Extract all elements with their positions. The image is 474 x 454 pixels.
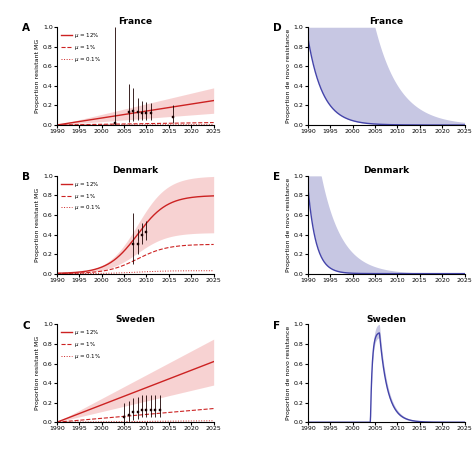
Text: F: F	[273, 321, 280, 331]
Text: E: E	[273, 172, 280, 182]
Text: A: A	[22, 23, 30, 33]
Y-axis label: Proportion resistant MG: Proportion resistant MG	[35, 39, 40, 113]
Y-axis label: Proportion de novo resistance: Proportion de novo resistance	[286, 29, 291, 123]
Title: Sweden: Sweden	[366, 315, 406, 324]
Legend: $\mu$ = 12%, $\mu$ = 1%, $\mu$ = 0.1%: $\mu$ = 12%, $\mu$ = 1%, $\mu$ = 0.1%	[60, 178, 102, 213]
Title: Sweden: Sweden	[115, 315, 155, 324]
Y-axis label: Proportion resistant MG: Proportion resistant MG	[35, 188, 40, 262]
Y-axis label: Proportion de novo resistance: Proportion de novo resistance	[286, 326, 291, 420]
Title: France: France	[369, 17, 403, 26]
Title: Denmark: Denmark	[112, 166, 158, 175]
Title: France: France	[118, 17, 152, 26]
Y-axis label: Proportion de novo resistance: Proportion de novo resistance	[286, 178, 291, 272]
Legend: $\mu$ = 12%, $\mu$ = 1%, $\mu$ = 0.1%: $\mu$ = 12%, $\mu$ = 1%, $\mu$ = 0.1%	[60, 327, 102, 362]
Y-axis label: Proportion resistant MG: Proportion resistant MG	[35, 336, 40, 410]
Title: Denmark: Denmark	[363, 166, 409, 175]
Text: D: D	[273, 23, 282, 33]
Text: B: B	[22, 172, 30, 182]
Legend: $\mu$ = 12%, $\mu$ = 1%, $\mu$ = 0.1%: $\mu$ = 12%, $\mu$ = 1%, $\mu$ = 0.1%	[60, 30, 102, 65]
Text: C: C	[22, 321, 30, 331]
